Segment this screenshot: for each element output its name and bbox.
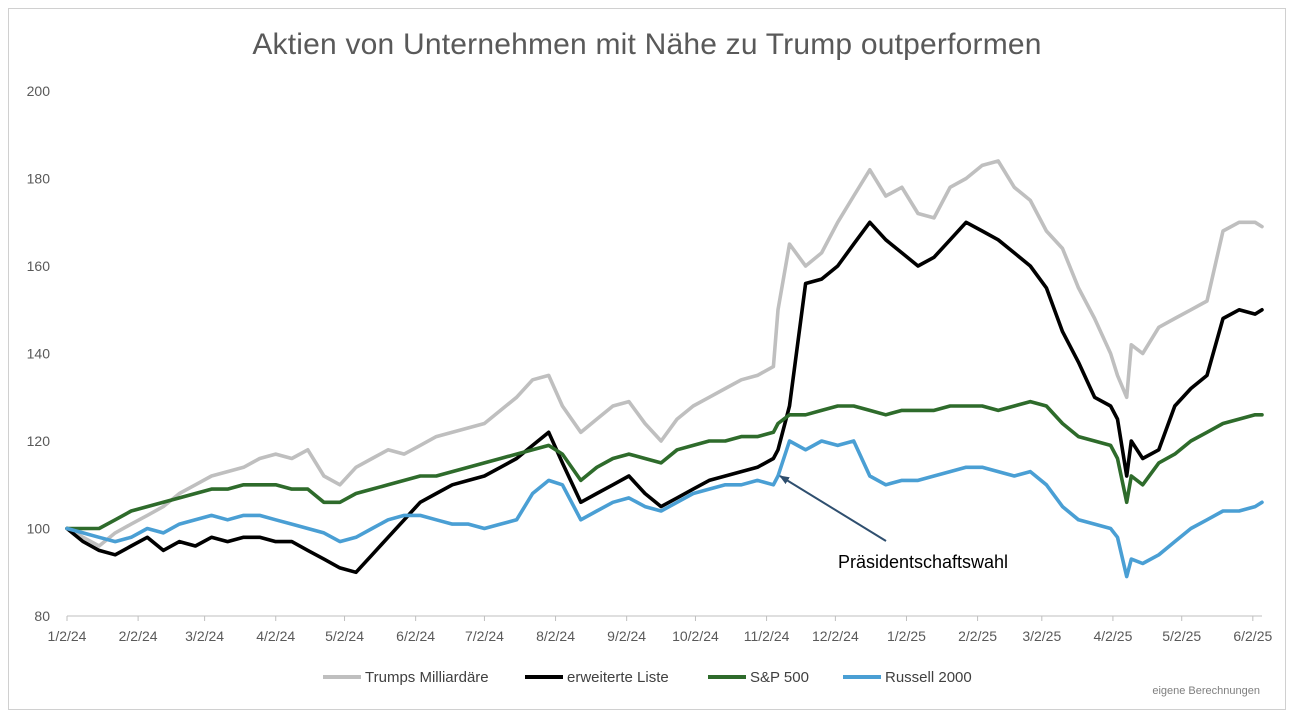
- legend-label-3: Russell 2000: [885, 669, 972, 686]
- source-note: eigene Berechnungen: [1152, 685, 1260, 697]
- x-tick-label: 1/2/25: [887, 628, 926, 644]
- y-tick-label: 160: [27, 258, 51, 274]
- x-tick-label: 12/2/24: [812, 628, 859, 644]
- y-tick-label: 100: [27, 521, 51, 537]
- x-tick-label: 5/2/24: [325, 628, 364, 644]
- y-tick-label: 180: [27, 171, 51, 187]
- y-tick-label: 200: [27, 83, 51, 99]
- x-tick-label: 10/2/24: [672, 628, 719, 644]
- y-tick-label: 80: [34, 608, 50, 624]
- chart-title: Aktien von Unternehmen mit Nähe zu Trump…: [252, 28, 1042, 61]
- annotation-text: Präsidentschaftswahl: [838, 552, 1008, 572]
- x-tick-label: 2/2/24: [119, 628, 158, 644]
- x-tick-label: 6/2/25: [1233, 628, 1272, 644]
- series-line-0: [65, 159, 1264, 548]
- x-tick-label: 3/2/24: [185, 628, 224, 644]
- annotation-group: Präsidentschaftswahl: [779, 475, 1008, 572]
- x-tick-label: 4/2/24: [256, 628, 295, 644]
- series-line-2: [65, 399, 1264, 531]
- x-tick-label: 5/2/25: [1162, 628, 1201, 644]
- annotation-arrow: [779, 475, 887, 542]
- axes-group: 80 100 120 140 160 180 200 1/2/24 2/2/24 3/2/24 4/…: [27, 83, 1273, 644]
- chart-frame: [8, 8, 1286, 710]
- y-tick-label: 140: [27, 346, 51, 362]
- x-tick-label: 11/2/24: [744, 628, 790, 644]
- x-tick-label: 6/2/24: [396, 628, 435, 644]
- y-tick-label: 120: [27, 433, 51, 449]
- legend-label-2: S&P 500: [750, 669, 809, 686]
- series-line-1: [65, 220, 1264, 575]
- legend-label-0: Trumps Milliardäre: [365, 669, 489, 686]
- x-tick-label: 1/2/24: [48, 628, 87, 644]
- x-tick-label: 8/2/24: [536, 628, 575, 644]
- legend-label-1: erweiterte Liste: [567, 669, 669, 686]
- x-tick-label: 4/2/25: [1093, 628, 1132, 644]
- x-tick-label: 3/2/25: [1022, 628, 1061, 644]
- legend: Trumps Milliardäre erweiterte Liste S&P 50…: [323, 669, 972, 686]
- x-tick-label: 7/2/24: [465, 628, 504, 644]
- plot-area: [65, 159, 1264, 579]
- x-tick-label: 2/2/25: [958, 628, 997, 644]
- series-line-3: [65, 439, 1264, 579]
- x-tick-label: 9/2/24: [607, 628, 646, 644]
